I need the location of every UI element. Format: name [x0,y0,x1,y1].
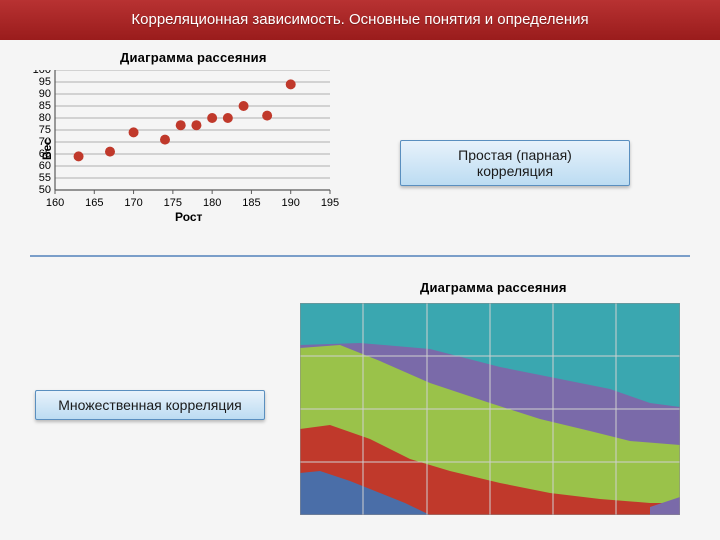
svg-text:160: 160 [46,197,64,209]
area-chart-title: Диаграмма рассеяния [420,280,567,295]
svg-text:165: 165 [85,197,103,209]
scatter-chart-title: Диаграмма рассеяния [120,50,267,65]
svg-text:100: 100 [33,70,51,76]
tag-simple-label: Простая (парная) корреляция [458,147,572,179]
tag-multiple-correlation: Множественная корреляция [35,390,265,420]
svg-text:190: 190 [282,197,300,209]
scatter-y-label: Вес [40,138,54,160]
svg-text:185: 185 [242,197,260,209]
svg-text:180: 180 [203,197,221,209]
tag-multiple-label: Множественная корреляция [58,397,242,413]
svg-text:50: 50 [39,184,51,196]
svg-text:80: 80 [39,112,51,124]
svg-text:90: 90 [39,88,51,100]
scatter-x-label: Рост [175,210,202,224]
tag-simple-correlation: Простая (парная) корреляция [400,140,630,186]
svg-text:55: 55 [39,172,51,184]
svg-text:95: 95 [39,76,51,88]
page-header: Корреляционная зависимость. Основные пон… [0,0,720,40]
content-area: Диаграмма рассеяния 50556065707580859095… [0,40,720,540]
svg-text:75: 75 [39,124,51,136]
scatter-chart: 5055606570758085909510016016517017518018… [25,70,340,230]
area-chart [300,303,680,515]
svg-text:170: 170 [124,197,142,209]
section-divider [30,255,690,257]
header-title: Корреляционная зависимость. Основные пон… [131,11,588,28]
svg-text:85: 85 [39,100,51,112]
svg-text:175: 175 [164,197,182,209]
svg-text:60: 60 [39,160,51,172]
svg-text:195: 195 [321,197,339,209]
